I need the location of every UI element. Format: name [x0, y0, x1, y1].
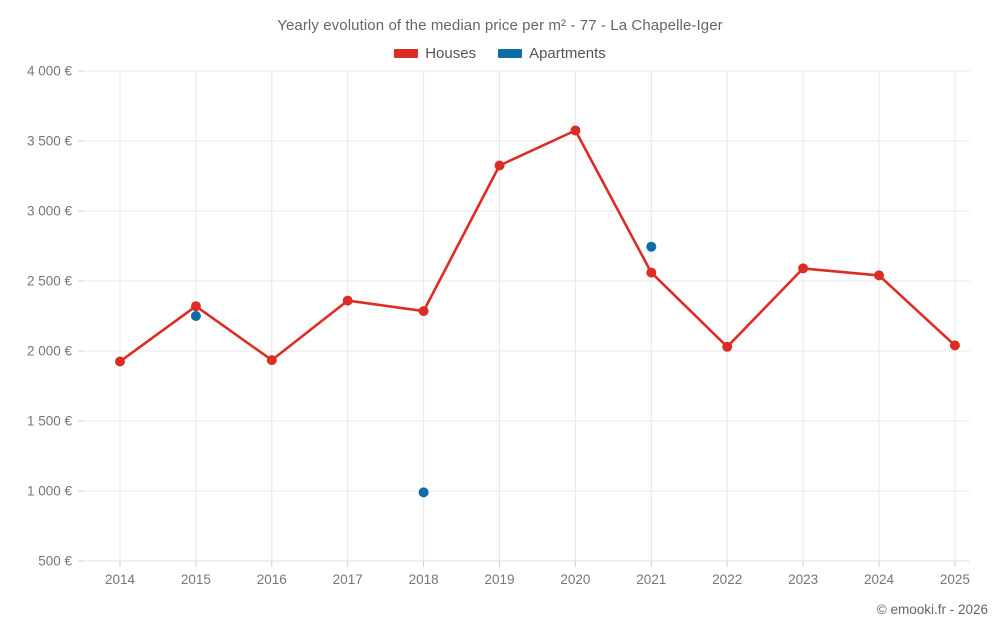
data-series-layer: [115, 125, 960, 498]
x-axis-tick-labels: 2014 2015 2016 2017 2018 2019 2020 2021 2022 2023…: [105, 572, 970, 587]
legend-label-apartments: Apartments: [529, 45, 606, 62]
legend-swatch-icon-houses: [394, 49, 419, 58]
data-point-houses[interactable]: [115, 356, 125, 367]
data-point-houses[interactable]: [798, 263, 809, 274]
data-point-houses[interactable]: [722, 341, 733, 352]
x-axis-tick-label: 2022: [712, 572, 742, 587]
data-point-houses[interactable]: [494, 160, 505, 171]
y-axis-tick-labels: 500 € 1 000 € 1 500 € 2 000 € 2 500 € 3 000 €…: [27, 64, 73, 569]
y-axis-tick-label: 1 500 €: [27, 414, 73, 429]
x-axis-tick-label: 2015: [181, 572, 211, 587]
data-point-apartments[interactable]: [646, 241, 657, 252]
y-axis-tick-label: 4 000 €: [27, 64, 73, 79]
x-axis-tick-label: 2016: [257, 572, 287, 587]
data-point-apartments[interactable]: [418, 487, 429, 498]
x-axis-tick-label: 2018: [409, 572, 439, 587]
x-axis-tick-label: 2014: [105, 572, 136, 587]
y-axis-tick-label: 2 500 €: [27, 274, 73, 289]
x-axis-tick-label: 2023: [788, 572, 818, 587]
y-axis-tick-label: 3 500 €: [27, 134, 73, 149]
x-axis-tick-label: 2025: [940, 572, 970, 587]
x-axis-tick-label: 2024: [864, 572, 895, 587]
data-point-houses[interactable]: [570, 125, 581, 136]
x-axis-tick-label: 2019: [484, 572, 514, 587]
y-axis-tick-label: 2 000 €: [27, 344, 73, 359]
legend-item-houses[interactable]: Houses: [394, 45, 476, 62]
data-point-apartments[interactable]: [190, 311, 201, 321]
data-point-houses[interactable]: [342, 295, 353, 306]
data-point-houses[interactable]: [418, 306, 429, 317]
chart-title: Yearly evolution of the median price per…: [277, 17, 723, 34]
data-point-houses[interactable]: [646, 267, 657, 278]
x-axis-tick-label: 2020: [560, 572, 590, 587]
data-point-houses[interactable]: [874, 270, 884, 281]
x-axis-tick-label: 2017: [333, 572, 363, 587]
x-axis-tick-label: 2021: [636, 572, 666, 587]
legend-item-apartments[interactable]: Apartments: [498, 45, 606, 62]
legend-swatch-icon-apartments: [498, 49, 523, 58]
legend-label-houses: Houses: [425, 45, 477, 62]
y-axis-tick-label: 1 000 €: [27, 484, 73, 499]
series-line-houses: [118, 129, 957, 363]
y-axis-tick-label: 3 000 €: [27, 204, 73, 219]
y-axis-tick-label: 500 €: [38, 554, 72, 569]
data-point-houses[interactable]: [190, 301, 201, 312]
chart-legend: Houses Apartments: [0, 45, 1000, 62]
data-point-houses[interactable]: [266, 355, 277, 366]
data-point-houses[interactable]: [949, 340, 960, 351]
footer-credit: © emooki.fr - 2026: [876, 602, 988, 617]
